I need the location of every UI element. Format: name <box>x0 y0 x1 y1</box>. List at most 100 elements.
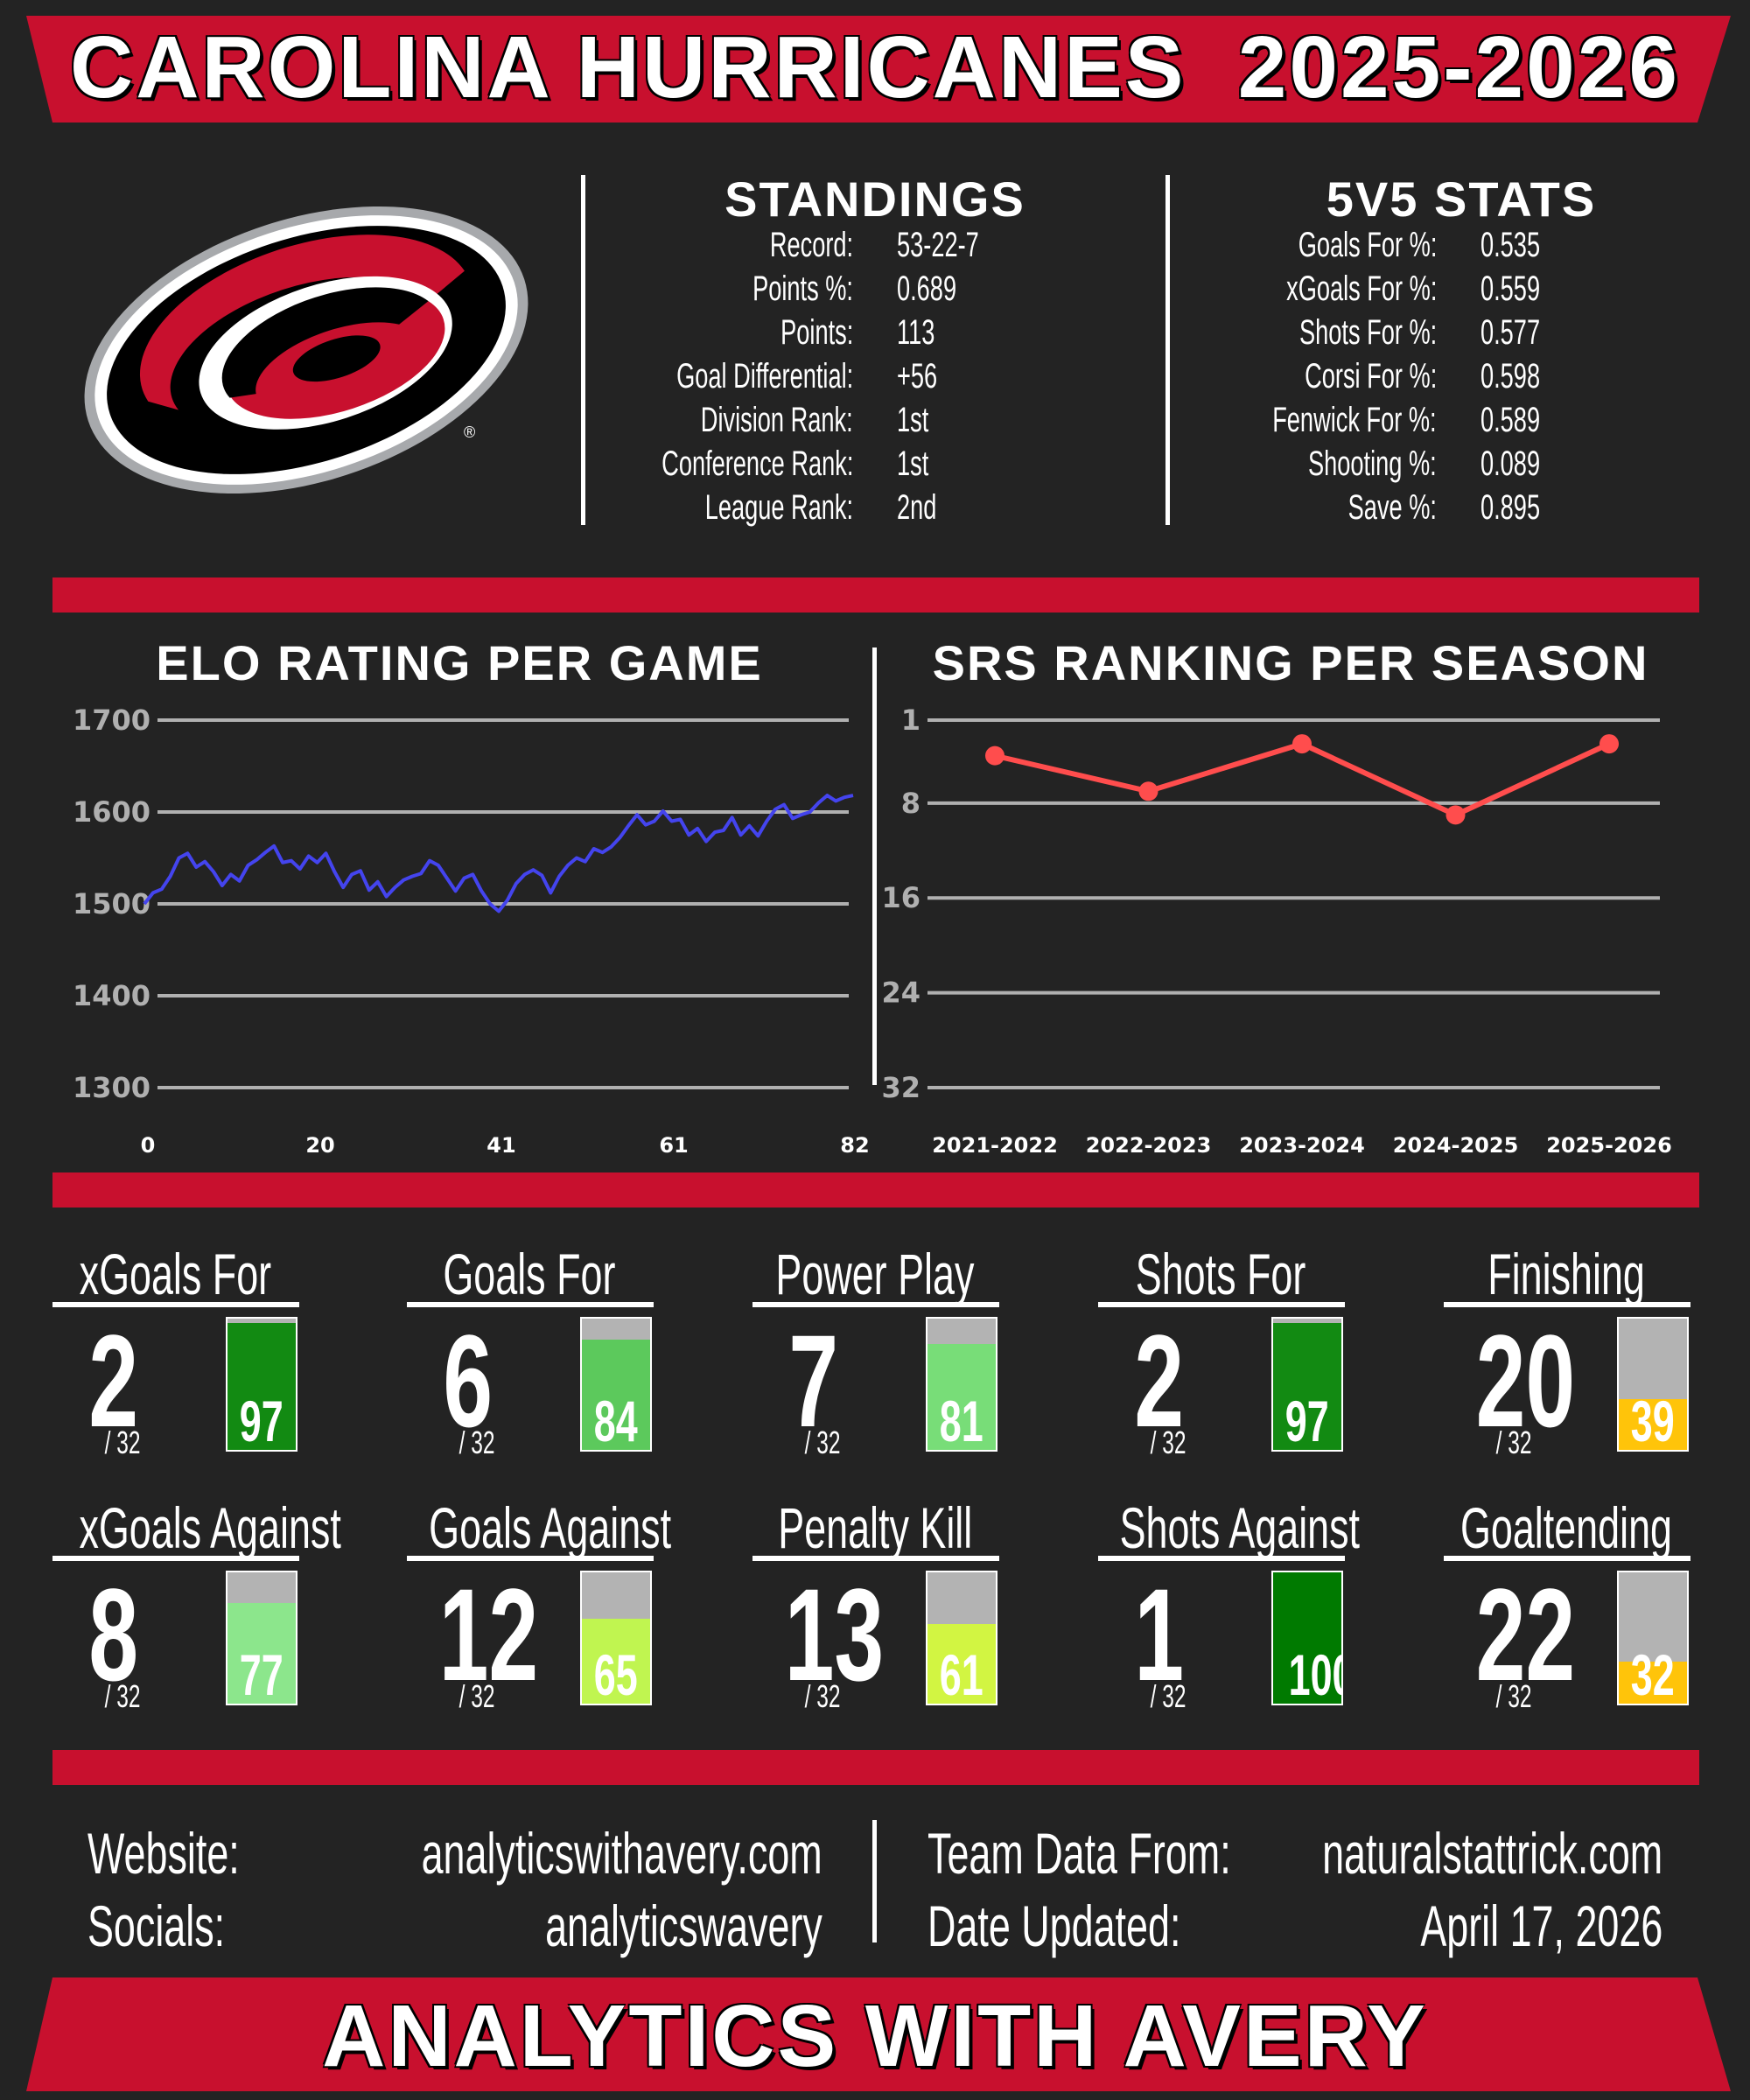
fivev5-row-value: 0.559 <box>1480 270 1541 308</box>
percentile-fill <box>228 1602 296 1704</box>
percentile-bar: 32 <box>1617 1571 1689 1705</box>
data-source-link[interactable]: naturalstattrick.com <box>1321 1821 1662 1886</box>
section-divider <box>52 578 1699 612</box>
tile-underline <box>752 1302 999 1307</box>
tile-underline <box>1444 1302 1690 1307</box>
divider <box>581 175 585 525</box>
svg-text:®: ® <box>464 424 475 441</box>
rank-number: 2 <box>1134 1307 1185 1454</box>
percentile-value: 84 <box>594 1389 638 1452</box>
tile-label: Goals Against <box>429 1495 672 1560</box>
standings-row-value: 1st <box>897 444 929 483</box>
percentile-value: 77 <box>240 1642 284 1705</box>
tile-underline <box>52 1302 299 1307</box>
percentile-fill <box>582 1618 650 1704</box>
percentile-value: 100 <box>1288 1642 1341 1705</box>
standings-row-value: 113 <box>897 313 935 352</box>
tile-label: xGoals For <box>79 1242 271 1306</box>
standings-row-value: 0.689 <box>897 270 957 308</box>
rank-number: 13 <box>784 1561 885 1708</box>
x-tick-label: 82 <box>840 1133 869 1158</box>
divider <box>872 648 877 1085</box>
y-tick-label: 1 <box>901 704 920 737</box>
rank-total: / 32 <box>1150 1424 1186 1460</box>
standings-row-label: League Rank: <box>704 488 853 527</box>
standings-title: STANDINGS <box>724 172 1026 227</box>
rank-total: / 32 <box>458 1424 495 1460</box>
percentile-bar: 100 <box>1271 1571 1343 1705</box>
divider <box>872 1820 877 1942</box>
standings-row-label: Points: <box>780 313 853 352</box>
srs-chart-title: SRS RANKING PER SEASON <box>932 635 1649 690</box>
team-name: CAROLINA HURRICANES <box>70 18 1186 116</box>
fivev5-row-value: 0.895 <box>1480 488 1541 527</box>
percentile-bar: 84 <box>580 1317 652 1452</box>
y-tick-label: 1300 <box>73 1071 150 1104</box>
fivev5-row-label: Goals For %: <box>1298 226 1437 264</box>
season: 2025-2026 <box>1237 18 1680 116</box>
fivev5-title: 5V5 STATS <box>1326 172 1597 227</box>
fivev5-row-value: 0.589 <box>1480 401 1541 439</box>
srs-point <box>1446 805 1466 825</box>
y-tick-label: 1600 <box>73 795 150 829</box>
updated-date: April 17, 2026 <box>1420 1894 1662 1958</box>
y-tick-label: 32 <box>881 1071 920 1104</box>
fivev5-row-value: 0.535 <box>1480 226 1541 264</box>
footer-banner <box>26 1978 1731 2091</box>
srs-point <box>1292 734 1312 754</box>
fivev5-row-label: Shots For %: <box>1298 313 1437 352</box>
fivev5-row-label: Corsi For %: <box>1304 357 1437 396</box>
percentile-fill <box>928 1343 996 1450</box>
percentile-value: 97 <box>240 1389 284 1452</box>
percentile-fill <box>1273 1572 1341 1704</box>
fivev5-row-label: Fenwick For %: <box>1272 401 1437 439</box>
rank-total: / 32 <box>104 1678 141 1714</box>
y-tick-label: 1400 <box>73 979 150 1012</box>
tile-label: Penalty Kill <box>777 1495 973 1560</box>
socials-handle[interactable]: analyticswavery <box>545 1894 822 1958</box>
fivev5-row-value: 0.598 <box>1480 357 1541 396</box>
percentile-value: 61 <box>940 1642 984 1705</box>
srs-point <box>1138 781 1158 802</box>
website-label: Website: <box>88 1821 240 1886</box>
standings-row-value: 1st <box>897 401 929 439</box>
elo-chart-title: ELO RATING PER GAME <box>156 635 763 690</box>
fivev5-row-value: 0.089 <box>1480 444 1541 483</box>
y-tick-label: 24 <box>881 976 920 1010</box>
percentile-bar: 77 <box>226 1571 298 1705</box>
y-tick-label: 1500 <box>73 887 150 920</box>
rank-number: 1 <box>1134 1561 1185 1708</box>
fivev5-row-label: xGoals For %: <box>1285 270 1437 308</box>
percentile-fill <box>1273 1322 1341 1450</box>
x-tick-label: 2021-2022 <box>932 1133 1058 1158</box>
rank-total: / 32 <box>458 1678 495 1714</box>
brand-name: ANALYTICS WITH AVERY <box>322 1987 1428 2085</box>
tile-label: Shots For <box>1135 1242 1306 1306</box>
standings-row-label: Division Rank: <box>701 401 853 439</box>
y-tick-label: 1700 <box>73 704 150 737</box>
elo-series-line <box>143 794 854 914</box>
standings-row-label: Conference Rank: <box>661 444 853 483</box>
elo-chart: 1300 1400 1500 1600 1700 0 20 41 61 82 <box>73 704 870 1158</box>
rank-total: / 32 <box>1495 1424 1532 1460</box>
x-tick-label: 61 <box>659 1133 688 1158</box>
percentile-fill <box>928 1623 996 1704</box>
rank-number: 22 <box>1475 1561 1576 1708</box>
percentile-value: 39 <box>1631 1389 1675 1452</box>
standings-row-label: Goal Differential: <box>676 357 853 396</box>
percentile-value: 81 <box>940 1389 984 1452</box>
percentile-bar: 97 <box>1271 1317 1343 1452</box>
x-tick-label: 41 <box>486 1133 515 1158</box>
tile-label: Finishing <box>1488 1242 1645 1306</box>
standings-row-label: Points %: <box>752 270 853 308</box>
rank-number: 12 <box>438 1561 539 1708</box>
percentile-value: 32 <box>1631 1642 1675 1705</box>
percentile-bar: 81 <box>926 1317 998 1452</box>
x-tick-label: 2023-2024 <box>1239 1133 1365 1158</box>
website-link[interactable]: analyticswithavery.com <box>421 1821 822 1886</box>
percentile-fill <box>1619 1398 1687 1450</box>
fivev5-row-label: Shooting %: <box>1308 444 1437 483</box>
standings-row-value: 2nd <box>897 488 937 527</box>
rank-total: / 32 <box>1495 1678 1532 1714</box>
header-banner <box>26 16 1731 122</box>
